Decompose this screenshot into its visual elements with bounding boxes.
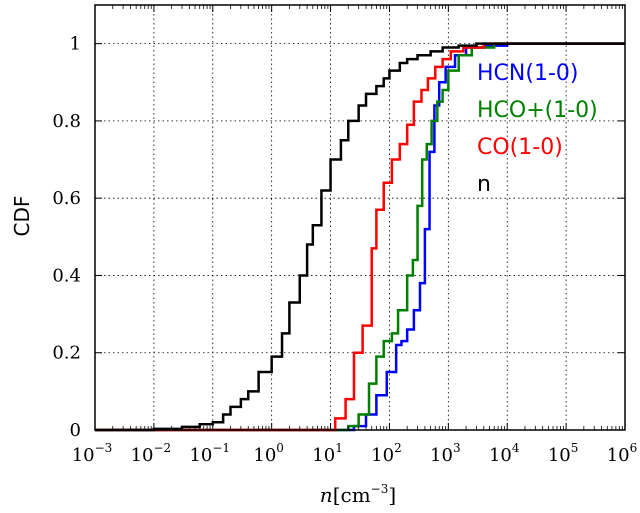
x-tick-labels: 10−3 10−2 10−1 100 101 102 103 104 105 106: [72, 441, 638, 466]
x-tick-label: 104: [489, 441, 520, 466]
axis-ticks: [94, 5, 626, 431]
x-axis-variable: n: [320, 483, 333, 507]
x-axis-label: n[cm−3]: [320, 482, 396, 507]
x-axis-unit: cm: [341, 483, 371, 507]
series-lines: [95, 42, 625, 432]
legend: HCN(1-0) HCO+(1-0) CO(1-0) n: [477, 61, 598, 197]
x-tick-label: 10−1: [189, 441, 230, 466]
x-tick-label: 105: [548, 441, 579, 466]
x-tick-label: 102: [371, 441, 402, 466]
legend-entry: HCO+(1-0): [477, 98, 598, 123]
y-tick-label: 0.2: [52, 343, 81, 364]
legend-entry: CO(1-0): [477, 135, 563, 160]
y-tick-label: 0.8: [52, 111, 81, 132]
series-line-hco-1-0: [95, 42, 625, 432]
x-tick-label: 101: [312, 441, 343, 466]
x-tick-label: 10−3: [72, 441, 113, 466]
y-tick-label: 0.4: [52, 265, 81, 286]
y-axis-label: CDF: [10, 196, 34, 237]
y-tick-label: 0.6: [52, 188, 81, 209]
legend-entry: n: [477, 172, 491, 197]
y-tick-labels: 0 0.2 0.4 0.6 0.8 1: [52, 34, 81, 441]
y-tick-label: 0: [70, 420, 81, 441]
y-tick-label: 1: [70, 34, 81, 55]
x-tick-label: 100: [253, 441, 284, 466]
plot-frame: [94, 4, 626, 431]
x-tick-label: 10−2: [131, 441, 172, 466]
legend-entry: HCN(1-0): [477, 61, 578, 86]
series-line-n: [95, 42, 625, 432]
x-tick-label: 103: [430, 441, 461, 466]
x-axis-unit-exponent: −3: [371, 482, 389, 496]
series-line-co-1-0: [95, 42, 625, 432]
x-tick-label: 106: [607, 441, 638, 466]
